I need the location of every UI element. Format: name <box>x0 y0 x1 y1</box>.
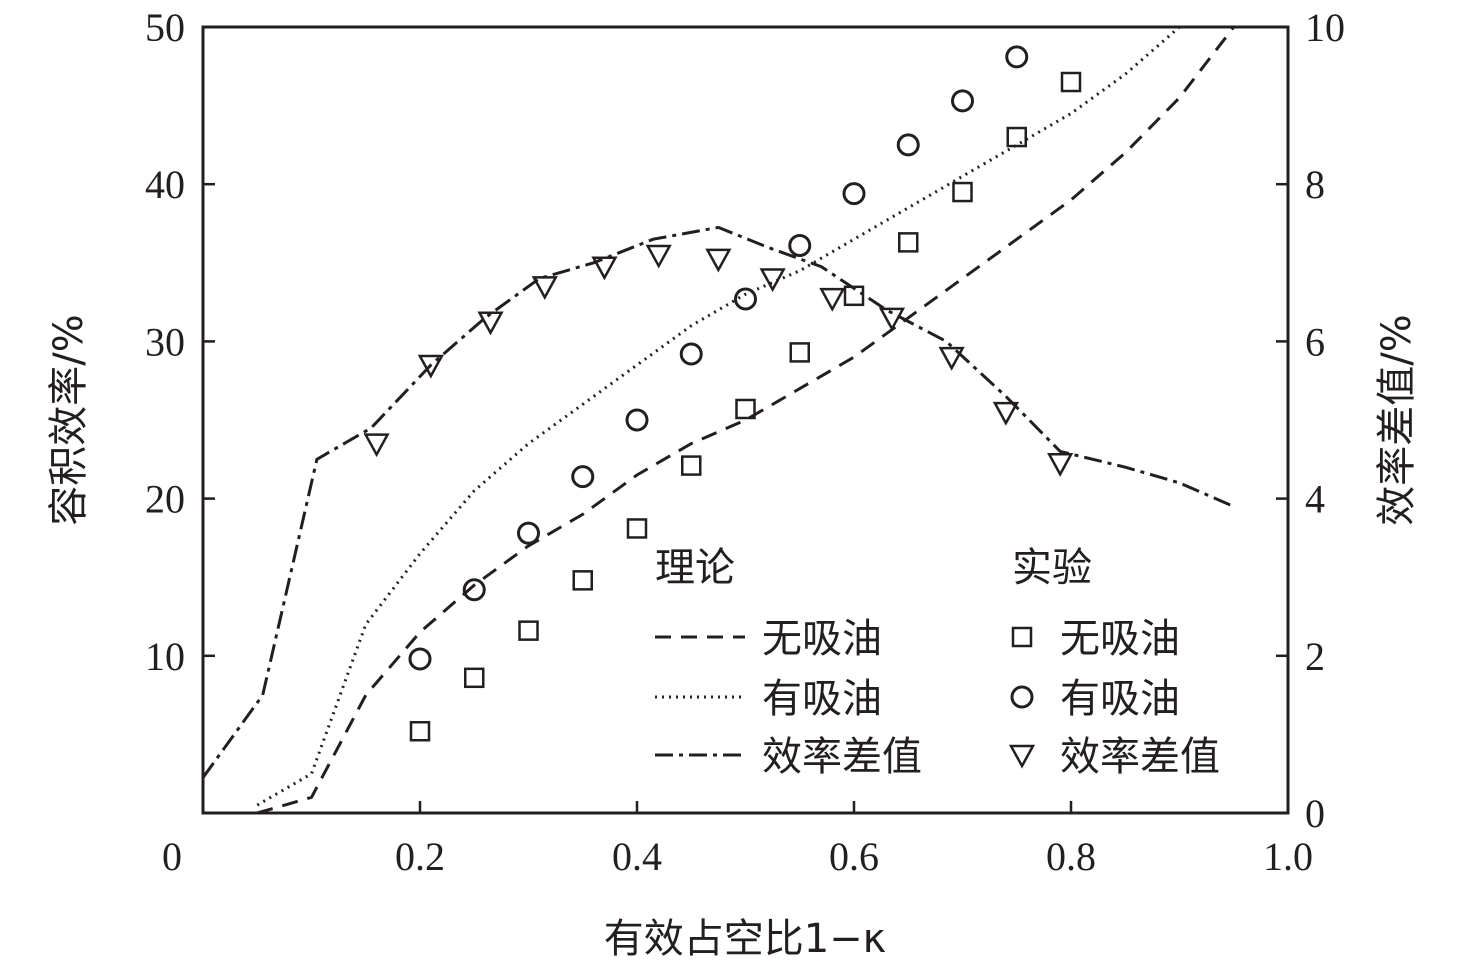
experiment-series-4-point <box>896 133 920 157</box>
legend-experiment-label-3: 效率差值 <box>1060 734 1220 780</box>
experiment-series-5-point <box>363 433 390 458</box>
experiment-series-3-point <box>735 398 756 420</box>
experiment-series-4-point <box>1005 45 1029 69</box>
experiment-series-5-point <box>759 268 786 293</box>
legend-marker-circle <box>1010 685 1034 709</box>
experiment-series-4-point <box>571 465 595 489</box>
experiment-series-3-point <box>1006 126 1027 148</box>
y-left-tick-label: 40 <box>145 162 185 207</box>
experiment-series-3-point <box>409 721 431 742</box>
experiment-series-3-point <box>572 570 593 591</box>
x-tick-label: 0.6 <box>829 834 879 879</box>
legend-theory-heading: 理论 <box>655 545 735 591</box>
experiment-series-4-point <box>517 521 540 545</box>
y-right-tick-label: 0 <box>1305 791 1325 836</box>
experiment-series-4-point <box>408 647 432 671</box>
experiment-series-5-point <box>531 276 558 300</box>
theory-series-2-line <box>203 225 1235 779</box>
x-tick-label: 0.4 <box>612 834 662 879</box>
x-tick-label: 1.0 <box>1263 834 1313 879</box>
legend-experiment-label-2: 有吸油 <box>1060 676 1180 722</box>
legend-experiment-heading: 实验 <box>1012 545 1092 591</box>
experiment-series-5-point <box>819 287 846 312</box>
experiment-series-4-point <box>625 408 649 432</box>
experiment-series-5-point <box>878 307 906 332</box>
y-right-tick-label: 8 <box>1305 162 1325 207</box>
y-left-tick-label: 10 <box>145 634 185 679</box>
experiment-series-5-point <box>1047 452 1074 477</box>
experiment-series-3-point <box>1060 71 1082 93</box>
legend-experiment-label-1: 无吸油 <box>1060 616 1180 662</box>
legend: 理论 实验 无吸油 有吸油 效率差值 无吸油 有吸油 效率差值 <box>655 545 1220 780</box>
experiment-series-5-point <box>938 346 965 371</box>
experiment-series-3-point <box>898 232 919 253</box>
legend-theory-label-3: 效率差值 <box>762 734 922 780</box>
theory-series-1-line <box>256 27 1181 807</box>
y-left-tick-label: 30 <box>145 319 185 364</box>
experiment-series-3-point <box>789 342 810 363</box>
experiment-series-5-point <box>645 244 672 269</box>
experiment-series-5-point <box>705 248 732 273</box>
legend-marker-square <box>1011 626 1033 648</box>
y-right-tick-label: 6 <box>1305 319 1325 364</box>
y-left-tick-label: 20 <box>145 477 185 522</box>
experiment-series-4-point <box>842 182 866 206</box>
x-tick-label: 0 <box>162 834 182 879</box>
y-right-tick-label: 2 <box>1305 634 1325 679</box>
legend-theory-label-1: 无吸油 <box>762 616 882 662</box>
experiment-series-4-point <box>951 89 974 113</box>
legend-theory-label-2: 有吸油 <box>762 676 882 722</box>
x-axis-title: 有效占空比1−κ <box>604 916 887 962</box>
experiment-series-4-point <box>462 578 486 602</box>
y-right-tick-label: 10 <box>1305 5 1345 50</box>
experiment-series-3-point <box>518 620 539 641</box>
experiment-series-4-point <box>788 234 812 258</box>
y-axis-left-title: 容积效率/% <box>46 314 92 525</box>
y-axis-right-title: 效率差值/% <box>1374 314 1420 525</box>
experiment-series-4-point <box>734 287 757 311</box>
x-tick-label: 0.2 <box>395 834 445 879</box>
series-layer <box>203 27 1235 813</box>
legend-marker-triangle <box>1008 744 1036 769</box>
experiment-series-3-point <box>952 181 973 203</box>
experiment-series-5-point <box>477 311 504 336</box>
y-left-tick-label: 50 <box>145 5 185 50</box>
experiment-series-3-point <box>464 667 485 689</box>
experiment-series-3-point <box>681 455 702 476</box>
label-layer: 0 0.2 0.4 0.6 0.8 1.0 10 20 30 40 50 0 2 4 6 8 10 <box>145 5 1345 879</box>
experiment-series-5-point <box>992 401 1020 426</box>
experiment-series-5-point <box>591 256 618 281</box>
tick-layer <box>203 182 1288 813</box>
experiment-series-3-point <box>626 518 648 539</box>
plot-frame <box>201 25 1290 815</box>
experiment-series-5-point <box>417 354 444 379</box>
experiment-series-4-point <box>679 342 703 366</box>
x-tick-label: 0.8 <box>1046 834 1096 879</box>
y-right-tick-label: 4 <box>1305 477 1325 522</box>
experiment-series-3-point <box>843 285 865 307</box>
